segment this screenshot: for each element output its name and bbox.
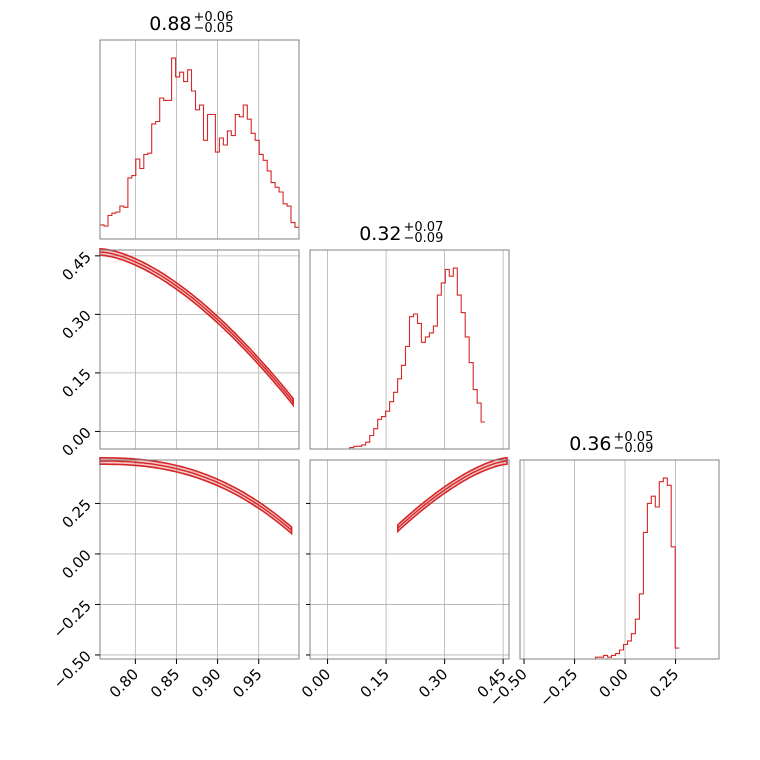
sample-point	[289, 389, 292, 392]
panel-title-minus: −0.09	[614, 441, 654, 456]
y-tick-label: −0.50	[50, 647, 95, 692]
sample-point	[250, 346, 253, 349]
sample-point	[286, 387, 289, 390]
density-contour	[99, 247, 294, 408]
panel-frame	[99, 39, 300, 240]
x-tick-label: 0.25	[646, 665, 682, 701]
panel-title-minus: −0.09	[404, 231, 444, 246]
frame-layer	[99, 39, 720, 660]
histogram-0	[100, 57, 299, 228]
y-tick-label: 0.00	[58, 546, 94, 582]
sample-point	[151, 275, 154, 278]
y-tick-label: −0.25	[50, 597, 95, 642]
y-tick-label: 0.30	[58, 306, 94, 342]
sample-point	[148, 275, 151, 278]
density-contour	[99, 457, 293, 536]
sample-point	[159, 462, 162, 465]
x-tick-label: 0.00	[596, 665, 632, 701]
panel-frame	[99, 249, 300, 450]
histogram-1	[310, 267, 486, 450]
panel-title: 0.88	[149, 13, 191, 35]
sample-point	[145, 258, 149, 261]
sample-point	[129, 252, 132, 255]
histogram-2	[520, 477, 680, 660]
sample-point	[256, 366, 259, 369]
sample-point	[181, 281, 184, 284]
sample-point	[132, 251, 135, 255]
x-tick-label: 0.80	[106, 665, 142, 701]
sample-point	[272, 383, 276, 386]
x-tick-label: 0.00	[298, 665, 334, 701]
y-tick-label: 0.15	[58, 365, 94, 401]
x-tick-label: 0.90	[188, 665, 224, 701]
panel-title-plus: +0.07	[404, 220, 444, 235]
panel-title-minus: −0.05	[194, 21, 234, 36]
panel-frame	[99, 459, 300, 660]
grid-layer	[100, 40, 676, 659]
sample-point	[101, 252, 104, 255]
density-contour-core	[397, 460, 508, 529]
data-layer	[98, 57, 680, 660]
y-tick-label: 0.45	[58, 248, 94, 284]
x-tick-label: 0.30	[415, 665, 451, 701]
panel-title: 0.36	[569, 433, 611, 455]
panel-frame	[519, 459, 720, 660]
title-layer: 0.88 +0.06−0.050.32 +0.07−0.090.36 +0.05−0.…	[149, 10, 653, 456]
sample-point	[220, 329, 223, 333]
sample-point	[115, 260, 118, 263]
sample-point	[201, 298, 204, 301]
sample-point	[120, 461, 123, 465]
x-tick-label: −0.25	[536, 665, 581, 710]
x-tick-label: 0.15	[357, 665, 393, 701]
sample-point	[178, 281, 182, 284]
sample-point	[236, 344, 240, 347]
panel-title-plus: +0.05	[614, 430, 654, 445]
y-tick-label: 0.00	[58, 424, 94, 460]
density-contour-core	[100, 460, 293, 531]
sample-point	[187, 299, 190, 303]
sample-point	[170, 467, 173, 471]
sample-point	[107, 250, 110, 253]
sample-point	[184, 299, 187, 302]
sample-point	[112, 260, 115, 264]
x-tick-label: 0.85	[147, 665, 183, 701]
sample-point	[498, 462, 501, 466]
sample-point	[134, 462, 137, 465]
tick-layer: 0.80 0.85 0.90 0.95 0.00 0.15 0.30 0.45 −0.50 −0.…	[50, 248, 683, 710]
x-tick-label: 0.95	[229, 665, 265, 701]
sample-point	[165, 271, 168, 274]
sample-point	[217, 311, 220, 315]
sample-point	[214, 310, 218, 314]
panel-title: 0.32	[359, 223, 401, 245]
panel-title-plus: +0.06	[194, 10, 234, 25]
density-contour-core	[99, 251, 294, 403]
sample-point	[270, 382, 273, 385]
sample-point	[223, 331, 226, 334]
panel-frame	[309, 459, 510, 660]
y-tick-label: 0.25	[58, 496, 94, 532]
density-contour	[397, 456, 508, 534]
sample-point	[194, 471, 197, 474]
sample-point	[253, 347, 256, 351]
panel-frame	[309, 249, 510, 450]
